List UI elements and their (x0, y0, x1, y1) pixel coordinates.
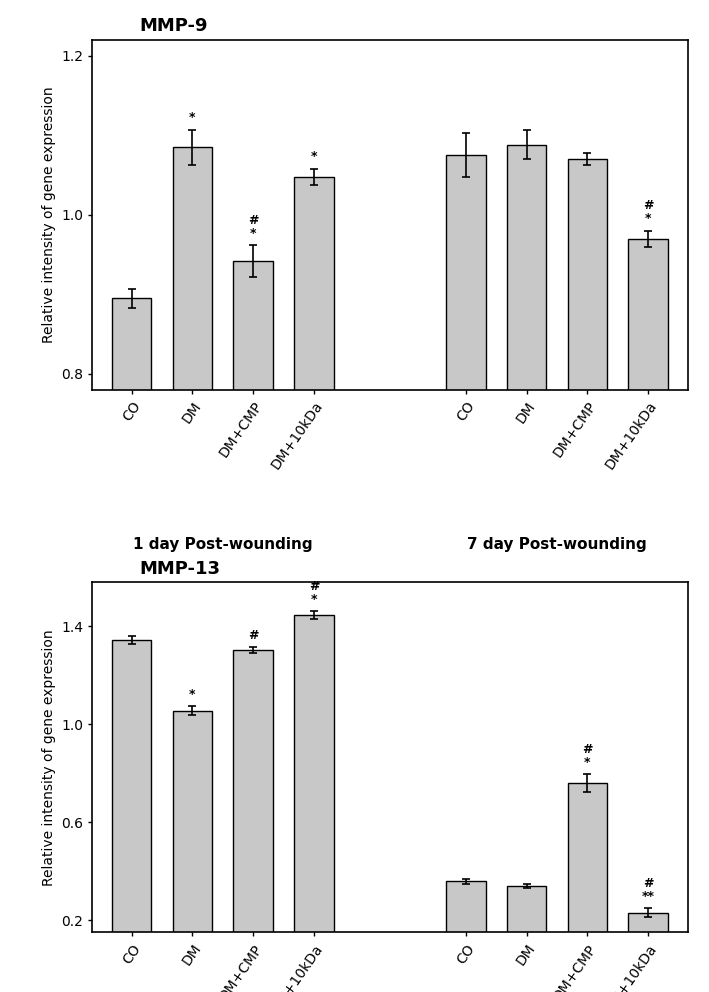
Bar (628, 239, 668, 992)
Text: 1 day Post-wounding: 1 day Post-wounding (133, 537, 313, 552)
Text: #
*: # * (643, 199, 654, 225)
Y-axis label: Relative intensity of gene expression: Relative intensity of gene expression (42, 629, 55, 886)
Text: *: * (311, 151, 317, 164)
Bar (294, 177, 334, 992)
Bar (507, 145, 547, 992)
Text: MMP-13: MMP-13 (140, 560, 220, 578)
Bar (173, 147, 212, 992)
Bar (233, 261, 273, 992)
Bar (507, 886, 547, 969)
Bar (294, 615, 334, 969)
Text: #: # (248, 629, 259, 642)
Text: *: * (189, 111, 196, 124)
Text: #
*: # * (308, 580, 319, 606)
Text: #
*: # * (582, 743, 593, 769)
Text: #
*: # * (248, 213, 259, 240)
Text: 7 day Post-wounding: 7 day Post-wounding (467, 537, 647, 552)
Bar (446, 155, 486, 992)
Bar (628, 913, 668, 969)
Bar (568, 159, 607, 992)
Text: *: * (189, 688, 196, 701)
Bar (233, 650, 273, 969)
Y-axis label: Relative intensity of gene expression: Relative intensity of gene expression (42, 86, 55, 343)
Bar (446, 881, 486, 969)
Bar (568, 783, 607, 969)
Text: MMP-9: MMP-9 (140, 17, 208, 36)
Bar (112, 640, 152, 969)
Bar (112, 299, 152, 992)
Bar (173, 711, 212, 969)
Text: #
**: # ** (642, 877, 654, 904)
